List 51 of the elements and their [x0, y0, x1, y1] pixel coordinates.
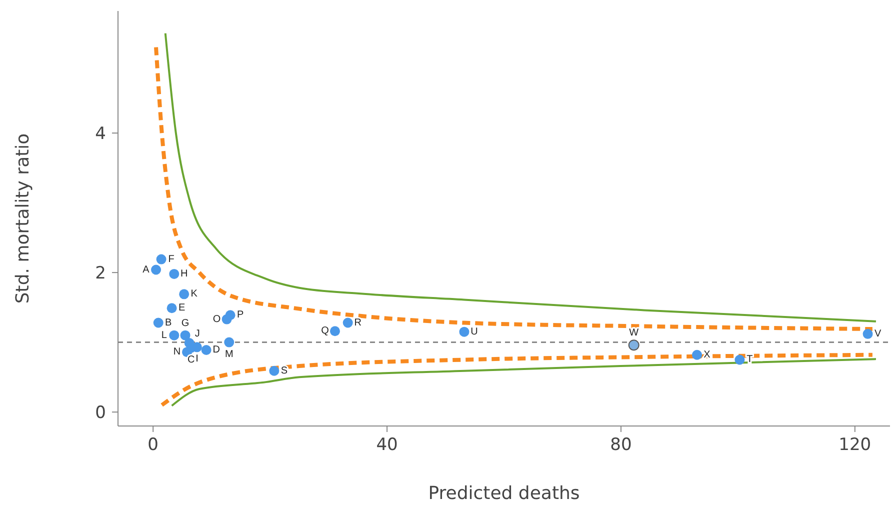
- point: [330, 326, 340, 336]
- data-label: M: [224, 348, 234, 360]
- data-label: A: [142, 264, 150, 276]
- data-label: D: [212, 344, 220, 356]
- data-label: H: [180, 268, 188, 280]
- data-label: B: [165, 317, 172, 328]
- x-tick-label: 40: [376, 435, 398, 456]
- data-label: I: [196, 354, 198, 365]
- point: [179, 289, 190, 300]
- point: [156, 254, 166, 264]
- data-label: W: [629, 328, 640, 339]
- point: [459, 326, 470, 337]
- point: [862, 328, 873, 339]
- point: [201, 344, 212, 355]
- data-label: S: [280, 365, 288, 376]
- y-tick-label: 2: [95, 264, 106, 284]
- point: [224, 337, 234, 348]
- point: [169, 268, 180, 279]
- data-label: V: [874, 328, 882, 340]
- data-label: J: [194, 328, 200, 340]
- data-label: L: [161, 330, 168, 341]
- data-label: P: [236, 310, 244, 321]
- data-label: X: [704, 349, 711, 360]
- data-label: U: [470, 326, 478, 338]
- point: [692, 350, 702, 360]
- point: [342, 318, 353, 328]
- point: [169, 330, 180, 340]
- data-label: G: [181, 318, 190, 329]
- point: [628, 340, 640, 351]
- x-tick-label: 0: [148, 435, 159, 456]
- y-axis-title: Std. mortality ratio: [12, 133, 34, 304]
- data-label: K: [190, 288, 198, 300]
- x-tick-label: 120: [838, 435, 872, 456]
- y-tick-label: 4: [95, 124, 106, 144]
- point: [166, 303, 177, 314]
- data-label: N: [173, 346, 181, 358]
- point: [151, 264, 162, 275]
- data-label: O: [212, 314, 221, 325]
- point: [734, 354, 745, 365]
- y-tick-label: 0: [95, 403, 106, 424]
- point: [180, 330, 190, 340]
- data-label: Q: [321, 326, 330, 337]
- point: [153, 318, 164, 328]
- x-tick-label: 80: [610, 435, 632, 456]
- data-label: R: [354, 317, 362, 328]
- point: [269, 366, 280, 376]
- x-axis-title: Predicted deaths: [428, 483, 580, 504]
- data-label: C: [187, 354, 195, 366]
- data-label: F: [168, 254, 174, 265]
- data-label: E: [178, 302, 186, 314]
- point: [225, 310, 236, 320]
